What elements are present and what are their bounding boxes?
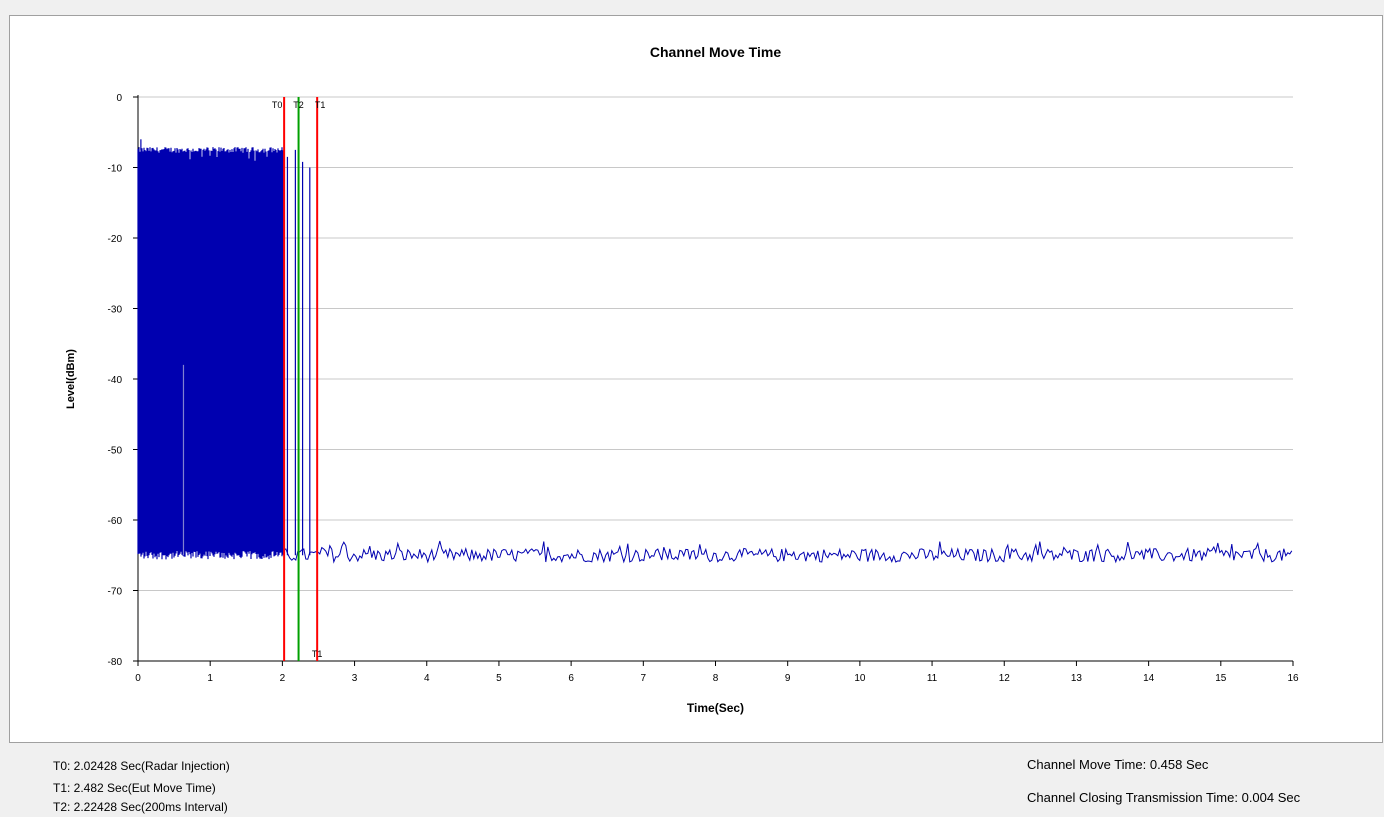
x-tick-label: 4 [424,673,430,684]
marker-label-t1: T1 [315,100,326,110]
y-axis-label: Level(dBm) [65,349,77,409]
x-tick-label: 8 [713,673,719,684]
t1-info: T1: 2.482 Sec(Eut Move Time) [53,781,216,795]
y-tick-label: -60 [108,516,123,527]
chart-panel: Channel Move Time 0 -10 -20 -30 -40 -50 -60 -70 -… [9,15,1383,743]
channel-move-time-chart: Channel Move Time 0 -10 -20 -30 -40 -50 -60 -70 -… [65,44,1299,715]
y-tick-label: -70 [108,587,123,598]
channel-closing-time-info: Channel Closing Transmission Time: 0.004… [1027,790,1301,805]
x-tick-label: 9 [785,673,791,684]
transmission-trace [137,147,284,560]
y-tick-label: -30 [108,305,123,316]
x-axis-label: Time(Sec) [687,701,744,715]
x-tick-label: 7 [641,673,647,684]
chart-title: Channel Move Time [650,44,781,60]
marker-label-t2: T2 [293,100,304,110]
y-tick-label: -20 [108,234,123,245]
x-tick-label: 3 [352,673,358,684]
x-tick-label: 1 [207,673,213,684]
t2-info: T2: 2.22428 Sec(200ms Interval) [53,800,228,814]
x-tick-label: 13 [1071,673,1083,684]
channel-move-time-info: Channel Move Time: 0.458 Sec [1027,757,1209,772]
y-tick-label: -50 [108,446,123,457]
y-tick-label: -40 [108,375,123,386]
y-tick-label: 0 [116,93,122,104]
y-tick-label: -80 [108,657,123,668]
x-tick-label: 5 [496,673,502,684]
y-tick-label: -10 [108,164,123,175]
x-tick-label: 10 [854,673,866,684]
x-tick-label: 14 [1143,673,1155,684]
marker-label-bottom: T1 [312,649,323,659]
t0-info: T0: 2.02428 Sec(Radar Injection) [53,759,230,773]
x-tick-label: 6 [568,673,574,684]
x-tick-label: 0 [135,673,141,684]
x-tick-label: 15 [1215,673,1227,684]
x-tick-label: 16 [1287,673,1299,684]
marker-label-t0: T0 [272,100,283,110]
x-tick-label: 12 [999,673,1011,684]
x-tick-label: 11 [927,673,938,684]
noise-floor-trace [283,540,1293,564]
x-tick-label: 2 [280,673,286,684]
